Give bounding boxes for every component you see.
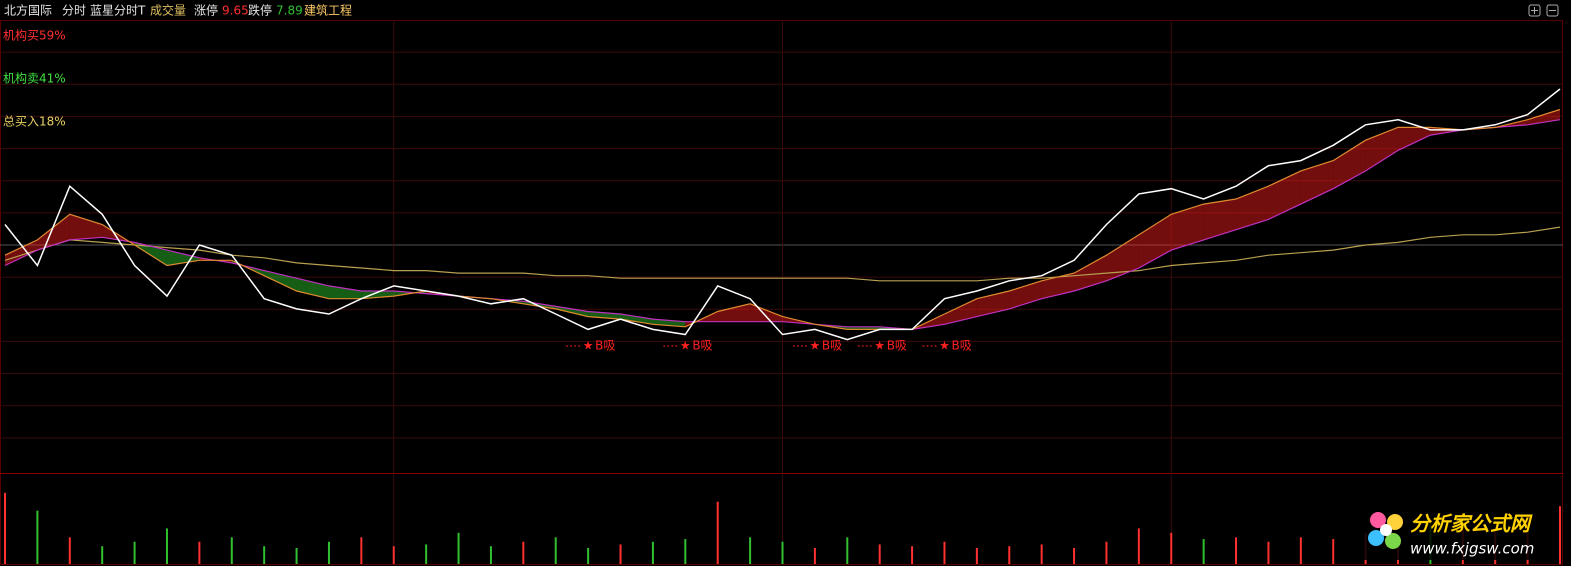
trend-band [944,298,977,325]
trend-band [1138,214,1172,269]
signal-star: ★ [583,339,594,353]
trend-band [328,285,362,299]
trend-band [361,291,394,299]
trend-band [37,214,70,251]
watermark-url: www.fxjgsw.com [1410,540,1534,558]
indicator: 机构卖41% [3,71,66,86]
trend-band [1398,127,1431,151]
watermark: 分析家公式网 www.fxjgsw.com [1358,508,1558,560]
indicators: 机构买59% 机构卖41% 总买入18% [3,28,66,129]
signal-star: ★ [680,339,691,353]
trend-band [1236,186,1269,230]
trend-band [976,291,1010,317]
trend-band [1009,280,1042,309]
signal-label: B吸 [822,339,842,353]
signal-label: B吸 [951,339,971,353]
trend-band [717,303,751,322]
signal-label: B吸 [692,339,712,353]
frame [0,20,1563,565]
trend-band [1333,140,1366,189]
sector: 建筑工程 [304,3,352,18]
trend-band [652,319,686,327]
watermark-title: 分析家公式网 [1410,512,1533,536]
trend-band [166,250,200,266]
series-line [4,108,1561,330]
signal-label: B吸 [887,339,907,353]
trend-band [5,239,38,266]
header: 北方国际 分时 蓝星分时T 成交量 涨停 9.65 跌停 7.89 建筑工程 [4,3,1559,18]
signal-star: ★ [874,339,885,353]
signal-label: B吸 [595,339,615,353]
trend-band [1171,204,1204,251]
trend-band [1365,127,1399,171]
limit-up: 9.65 [222,4,249,18]
indicator: 机构买59% [3,28,66,43]
series-line [4,119,1561,331]
signal-star: ★ [939,339,950,353]
limit-up-label: 涨停 [194,3,218,18]
signal-star: ★ [810,339,821,353]
trend-band [1300,160,1334,205]
trend-band [555,306,589,317]
trend-band [264,270,297,292]
window-buttons[interactable] [1528,4,1559,17]
trend-band [1203,198,1237,240]
trend-band [69,214,103,240]
series-line [4,226,1561,282]
trend-band [296,278,329,299]
trend-band [1041,273,1075,299]
trend-band [620,314,653,325]
limit-down: 7.89 [276,4,303,18]
limit-down-label: 跌停 [248,3,272,18]
trend-band [1106,234,1139,281]
indicator: 总买入18% [3,115,66,129]
trend-band [750,303,783,322]
trend-band [847,326,880,330]
formula-name: 蓝星分时T [90,4,146,18]
series-line [4,88,1561,341]
view-name: 分时 [62,4,86,18]
volume-label: 成交量 [150,3,186,18]
stock-name: 北方国际 [4,3,52,18]
trend-band [1074,255,1107,292]
